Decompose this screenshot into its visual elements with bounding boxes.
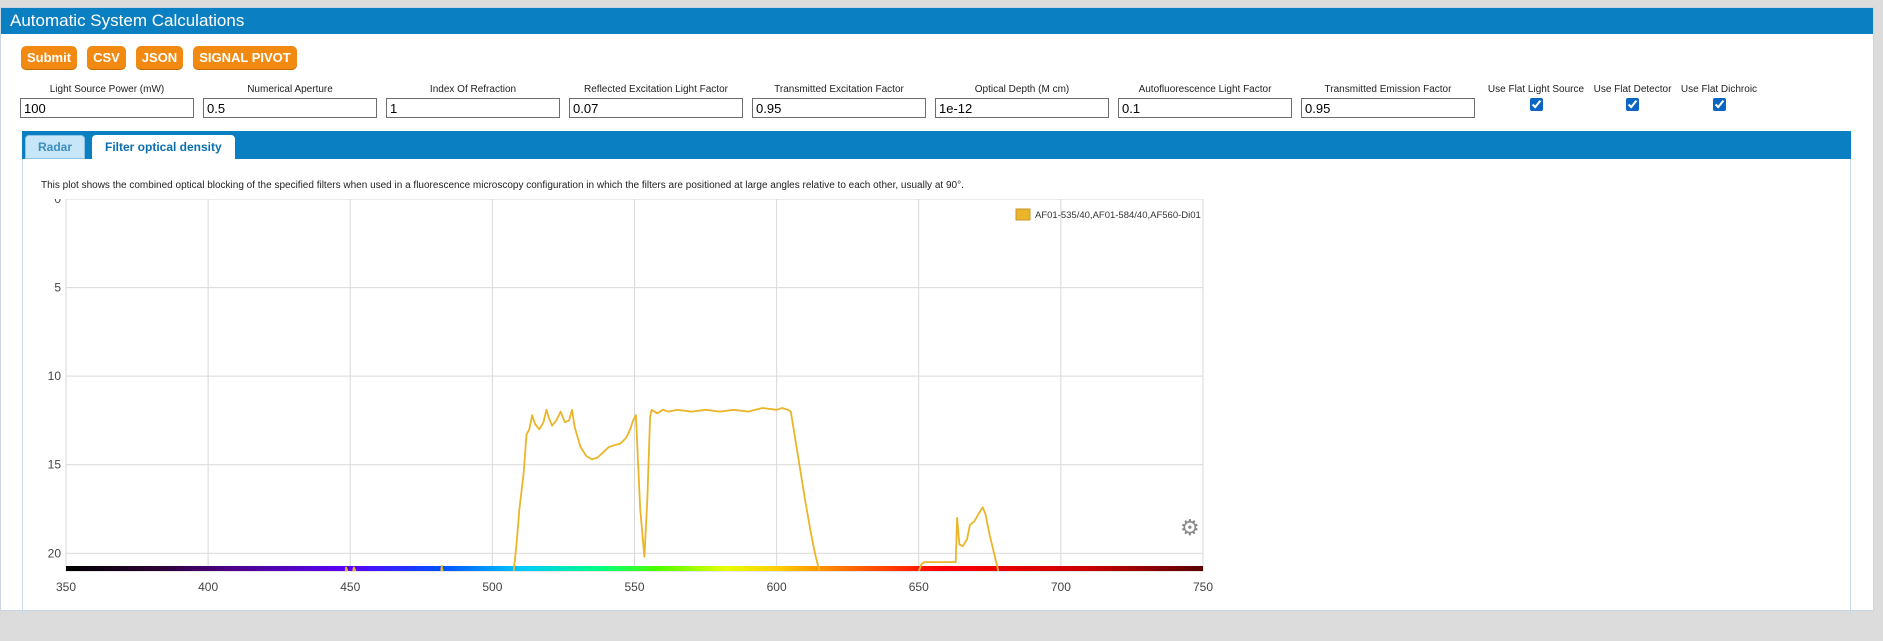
reflected-excitation-label: Reflected Excitation Light Factor	[584, 84, 728, 95]
numerical-aperture-label: Numerical Aperture	[247, 84, 333, 95]
flat-light-source-label: Use Flat Light Source	[1487, 84, 1585, 95]
x-tick-label: 500	[482, 580, 502, 594]
parameter-fields: Light Source Power (mW) Numerical Apertu…	[20, 84, 1880, 120]
transmitted-excitation-group: Transmitted Excitation Factor	[752, 84, 926, 118]
series-line	[512, 407, 821, 572]
reflected-excitation-group: Reflected Excitation Light Factor	[569, 84, 743, 118]
y-tick-label: 0	[54, 199, 61, 206]
x-tick-label: 600	[767, 580, 787, 594]
y-tick-label: 5	[54, 281, 61, 295]
autofluorescence-input[interactable]	[1118, 98, 1292, 118]
flat-light-source-group: Use Flat Light Source	[1483, 84, 1589, 116]
optical-depth-label: Optical Depth (M cm)	[974, 84, 1070, 95]
x-tick-label: 650	[909, 580, 929, 594]
flat-dichroic-label: Use Flat Dichroic	[1680, 84, 1758, 95]
y-tick-label: 20	[48, 546, 62, 560]
transmitted-emission-group: Transmitted Emission Factor	[1301, 84, 1475, 118]
csv-button[interactable]: CSV	[87, 46, 126, 69]
reflected-excitation-input[interactable]	[569, 98, 743, 118]
x-tick-label: 750	[1193, 580, 1213, 594]
transmitted-excitation-input[interactable]	[752, 98, 926, 118]
legend-swatch	[1015, 208, 1031, 221]
autofluorescence-label: Autofluorescence Light Factor	[1138, 84, 1272, 95]
index-of-refraction-label: Index Of Refraction	[429, 84, 517, 95]
light-source-power-group: Light Source Power (mW)	[20, 84, 194, 118]
index-of-refraction-input[interactable]	[386, 98, 560, 118]
series-line	[345, 566, 349, 572]
transmitted-excitation-label: Transmitted Excitation Factor	[774, 84, 904, 95]
series-line	[352, 566, 357, 572]
numerical-aperture-input[interactable]	[203, 98, 377, 118]
x-tick-label: 550	[624, 580, 644, 594]
tab-bar: Radar Filter optical density	[22, 131, 1851, 159]
series-line	[440, 564, 444, 572]
numerical-aperture-group: Numerical Aperture	[203, 84, 377, 118]
transmitted-emission-input[interactable]	[1301, 98, 1475, 118]
y-tick-label: 10	[48, 369, 62, 383]
json-button[interactable]: JSON	[135, 46, 184, 69]
tab-content: This plot shows the combined optical blo…	[22, 159, 1851, 614]
tab-radar[interactable]: Radar	[25, 135, 86, 159]
flat-detector-group: Use Flat Detector	[1589, 84, 1676, 116]
optical-depth-group: Optical Depth (M cm)	[935, 84, 1109, 118]
optical-density-chart: 350 400 450 500 550 600 650 700 750 0 5 10 15 20 AF01-…	[48, 199, 1213, 594]
flat-light-source-checkbox[interactable]	[1529, 98, 1543, 111]
x-tick-label: 350	[56, 580, 76, 594]
x-tick-label: 400	[198, 580, 218, 594]
flat-detector-checkbox[interactable]	[1626, 98, 1639, 111]
x-tick-label: 700	[1051, 580, 1071, 594]
optical-depth-input[interactable]	[935, 98, 1109, 118]
autofluorescence-group: Autofluorescence Light Factor	[1118, 84, 1292, 118]
submit-button[interactable]: Submit	[21, 46, 78, 69]
calculations-panel: Automatic System Calculations Submit CSV…	[0, 7, 1874, 614]
x-tick-label: 450	[340, 580, 360, 594]
index-of-refraction-group: Index Of Refraction	[386, 84, 560, 118]
flat-dichroic-checkbox[interactable]	[1712, 98, 1726, 111]
light-source-power-label: Light Source Power (mW)	[49, 84, 165, 95]
gear-icon[interactable]: ⚙	[1180, 515, 1200, 540]
legend-label: AF01-535/40,AF01-584/40,AF560-Di01	[1035, 210, 1201, 221]
light-source-power-input[interactable]	[20, 98, 194, 118]
tab-filter-optical-density[interactable]: Filter optical density	[92, 135, 235, 159]
flat-detector-label: Use Flat Detector	[1593, 84, 1672, 95]
spectrum-bar	[66, 566, 1203, 571]
action-toolbar: Submit CSV JSON SIGNAL PIVOT	[21, 46, 297, 70]
plot-description: This plot shows the combined optical blo…	[41, 180, 964, 191]
transmitted-emission-label: Transmitted Emission Factor	[1324, 84, 1452, 95]
flat-dichroic-group: Use Flat Dichroic	[1676, 84, 1762, 116]
signal-pivot-button[interactable]: SIGNAL PIVOT	[193, 46, 297, 69]
y-tick-label: 15	[48, 458, 62, 472]
series-line	[917, 506, 1000, 572]
page-title: Automatic System Calculations	[1, 8, 1873, 34]
